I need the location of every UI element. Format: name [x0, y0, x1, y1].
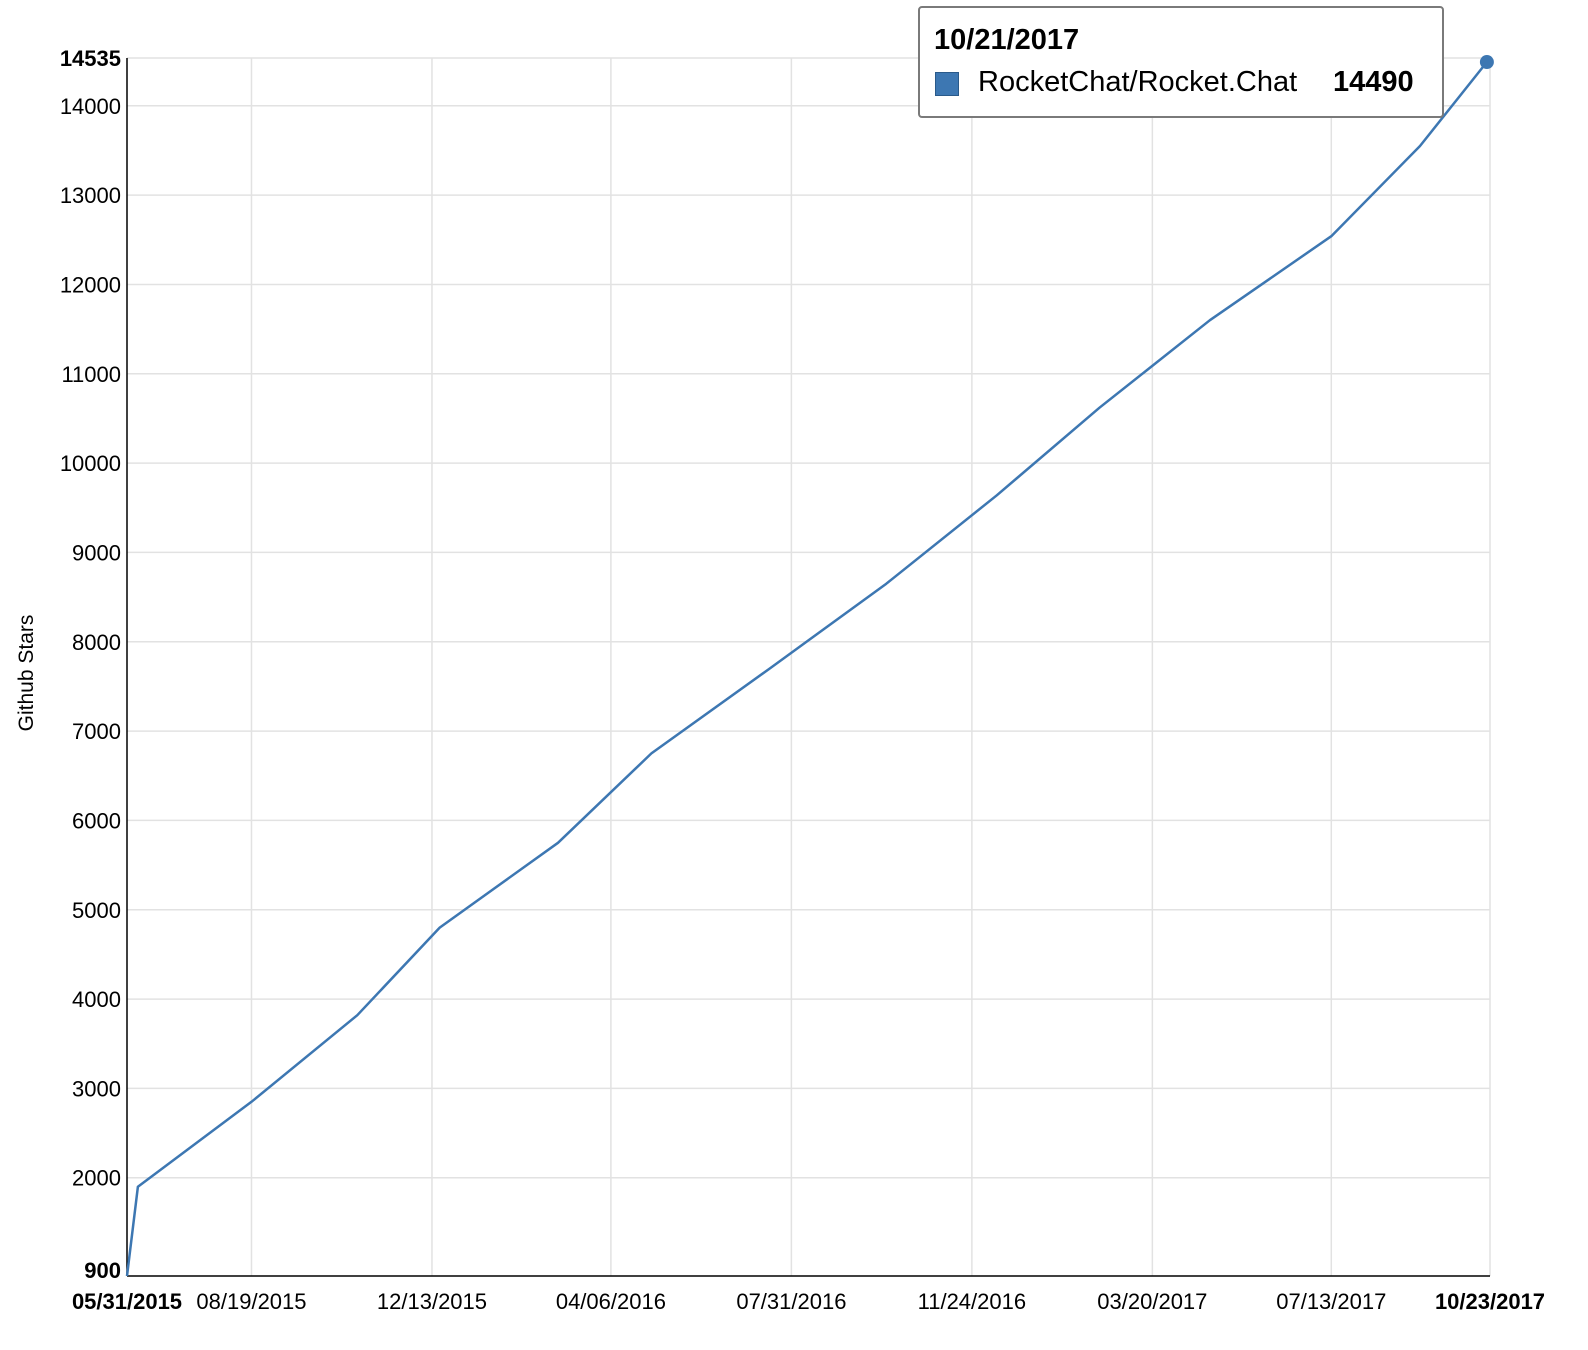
y-tick-label: 14000 [60, 94, 121, 119]
y-tick-label: 9000 [72, 540, 121, 565]
y-tick-label: 10000 [60, 451, 121, 476]
y-tick-label: 14535 [60, 46, 121, 71]
y-tick-label: 7000 [72, 719, 121, 744]
y-axis-ticks: 900 2000 3000 4000 5000 6000 7000 8000 9000 10000… [60, 46, 121, 1283]
y-tick-label: 13000 [60, 183, 121, 208]
y-tick-label: 5000 [72, 898, 121, 923]
x-tick-label: 08/19/2015 [196, 1289, 306, 1314]
tooltip-date: 10/21/2017 [934, 24, 1080, 56]
y-tick-label: 8000 [72, 630, 121, 655]
y-tick-label: 12000 [60, 272, 121, 297]
y-tick-label: 900 [84, 1258, 121, 1283]
series-layer[interactable] [125, 55, 1494, 1277]
hover-point[interactable] [1479, 55, 1494, 70]
y-tick-label: 2000 [72, 1166, 121, 1191]
tooltip-series-name: RocketChat/Rocket.Chat [978, 66, 1298, 98]
x-tick-label: 03/20/2017 [1097, 1289, 1207, 1314]
tooltip-value: 14490 [1333, 66, 1414, 98]
x-tick-label: 07/31/2016 [736, 1289, 846, 1314]
x-tick-label: 07/13/2017 [1276, 1289, 1386, 1314]
y-tick-label: 4000 [72, 987, 121, 1012]
y-tick-label: 3000 [72, 1076, 121, 1101]
y-tick-label: 6000 [72, 808, 121, 833]
x-tick-label: 05/31/2015 [72, 1289, 182, 1314]
grid-lines [127, 57, 1491, 1276]
y-axis-title: Github Stars [15, 615, 38, 732]
axes [126, 58, 1490, 1277]
x-tick-label: 04/06/2016 [556, 1289, 666, 1314]
x-tick-label: 12/13/2015 [377, 1289, 487, 1314]
x-tick-label: 11/24/2016 [918, 1289, 1026, 1314]
hover-tooltip: 10/21/2017 RocketChat/Rocket.Chat 14490 [918, 6, 1444, 118]
x-tick-label: 10/23/2017 [1435, 1289, 1545, 1314]
y-tick-label: 11000 [61, 362, 121, 387]
series-line[interactable] [125, 61, 1488, 1277]
x-axis-ticks: 05/31/2015 08/19/2015 12/13/2015 04/06/2016… [72, 1289, 1545, 1314]
tooltip-series-swatch [935, 72, 959, 96]
